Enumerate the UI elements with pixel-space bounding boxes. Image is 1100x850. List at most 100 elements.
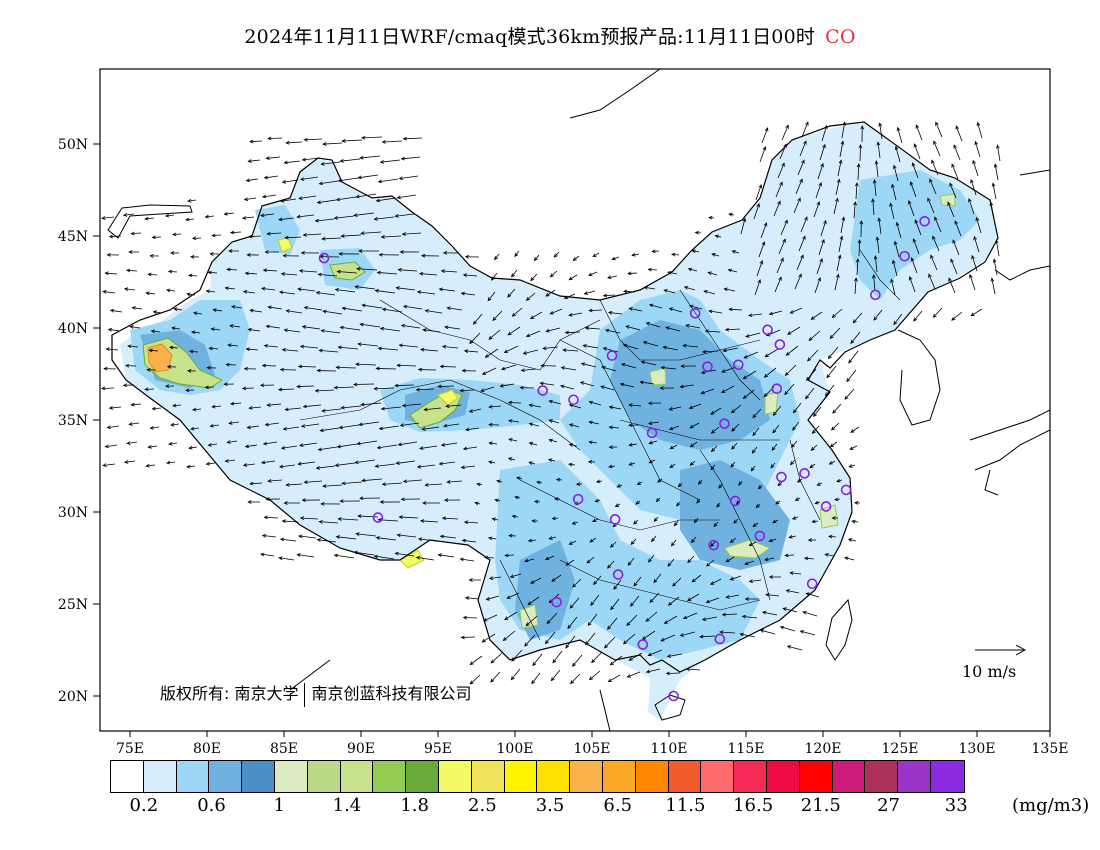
wind-arrow: [530, 311, 543, 319]
wind-arrow: [261, 287, 276, 291]
wind-arrow-head: [145, 291, 150, 296]
wind-arrow-head: [169, 345, 174, 350]
wind-arrow-head: [721, 612, 726, 617]
wind-arrow: [573, 255, 580, 261]
wind-arrow-head: [511, 273, 515, 278]
wind-arrow-head: [935, 121, 939, 126]
wind-arrow-head: [626, 674, 631, 678]
wind-arrow: [931, 160, 939, 176]
wind-arrow-head: [878, 122, 883, 127]
wind-arrow: [668, 596, 680, 606]
wind-arrow-head: [824, 553, 829, 557]
wind-arrow: [317, 539, 337, 543]
wind-arrow: [909, 276, 916, 293]
wind-arrow-head: [816, 482, 821, 486]
wind-arrow: [323, 484, 343, 487]
wind-arrow: [915, 124, 923, 141]
wind-arrow: [819, 144, 826, 161]
wind-arrow: [608, 312, 623, 315]
wind-arrow-head: [929, 178, 933, 183]
wind-arrow: [786, 345, 799, 356]
wind-arrow-head: [761, 610, 767, 615]
wind-arrow-head: [741, 614, 746, 619]
wind-arrow: [649, 440, 658, 444]
wind-arrow: [721, 366, 737, 373]
wind-arrow: [439, 288, 456, 292]
wind-arrow-head: [340, 234, 345, 238]
wind-arrow-head: [415, 555, 421, 560]
wind-arrow-head: [565, 644, 570, 649]
wind-arrow-head: [667, 601, 673, 606]
wind-arrow: [762, 611, 778, 616]
wind-arrow: [891, 184, 897, 201]
wind-arrow: [446, 404, 462, 407]
wind-arrow-head: [687, 559, 692, 564]
wind-arrow-head: [759, 260, 764, 265]
wind-arrow: [708, 310, 723, 314]
wind-arrow: [511, 649, 523, 662]
wind-arrow-head: [562, 348, 567, 352]
wind-arrow-head: [651, 537, 655, 543]
wind-arrow: [378, 347, 399, 351]
wind-arrow: [873, 275, 876, 292]
wind-arrow-head: [548, 536, 553, 540]
city-marker: [689, 307, 701, 319]
wind-arrow-head: [191, 236, 197, 241]
wind-arrow: [890, 279, 896, 296]
wind-arrow: [873, 309, 883, 321]
wind-arrow-head: [461, 368, 466, 373]
wind-arrow-head: [381, 482, 386, 487]
wind-arrow-head: [266, 231, 271, 236]
wind-arrow-head: [627, 271, 632, 276]
wind-arrow-head: [976, 121, 981, 127]
wind-arrow-head: [188, 273, 193, 278]
wind-arrow-head: [731, 427, 736, 432]
wind-arrow-head: [278, 217, 283, 222]
wind-arrow: [395, 213, 415, 217]
wind-arrow-head: [166, 288, 171, 293]
wind-arrow-head: [582, 344, 587, 348]
coastline-japan: [969, 409, 1050, 496]
wind-arrow: [208, 443, 218, 446]
wind-arrow-head: [279, 290, 284, 295]
wind-arrow-head: [969, 273, 973, 279]
wind-arrow-head: [668, 307, 674, 311]
wind-arrow-head: [318, 348, 323, 353]
wind-arrow-head: [472, 320, 477, 325]
wind-arrow-head: [590, 601, 595, 606]
map-content: [101, 69, 1050, 731]
wind-arrow-head: [204, 214, 209, 219]
hotspot-green: [649, 367, 667, 386]
wind-arrow-head: [972, 159, 976, 165]
city-marker: [609, 514, 621, 525]
wind-arrow: [752, 427, 760, 436]
wind-arrow-head: [696, 499, 701, 504]
colorbar-swatch: [340, 761, 374, 792]
wind-arrow: [756, 260, 763, 277]
lon-label-115e: 115E: [728, 741, 765, 757]
wind-arrow: [852, 520, 859, 523]
wind-arrow-head: [609, 661, 614, 666]
wind-arrow: [552, 517, 559, 520]
wind-arrow: [473, 313, 483, 325]
wind-arrow: [279, 464, 296, 468]
wind-arrow-head: [756, 202, 760, 208]
wind-arrow-head: [707, 271, 712, 276]
wind-arrow: [934, 217, 942, 233]
wind-arrow-head: [810, 446, 815, 451]
wind-arrow-head: [336, 444, 342, 449]
wind-arrow-head: [170, 422, 175, 427]
wind-arrow: [229, 421, 240, 424]
wind-arrow-head: [687, 267, 693, 272]
wind-arrow: [706, 559, 715, 567]
wind-arrow: [188, 446, 198, 449]
wind-arrow-head: [714, 234, 719, 239]
wind-arrow-head: [551, 516, 556, 521]
wind-arrow-head: [299, 344, 305, 349]
wind-arrow-head: [772, 429, 777, 434]
city-marker: [612, 569, 624, 580]
wind-arrow-head: [463, 520, 469, 525]
wind-arrow: [666, 672, 681, 674]
wind-arrow-head: [914, 219, 919, 224]
wind-arrow-head: [996, 144, 1000, 149]
